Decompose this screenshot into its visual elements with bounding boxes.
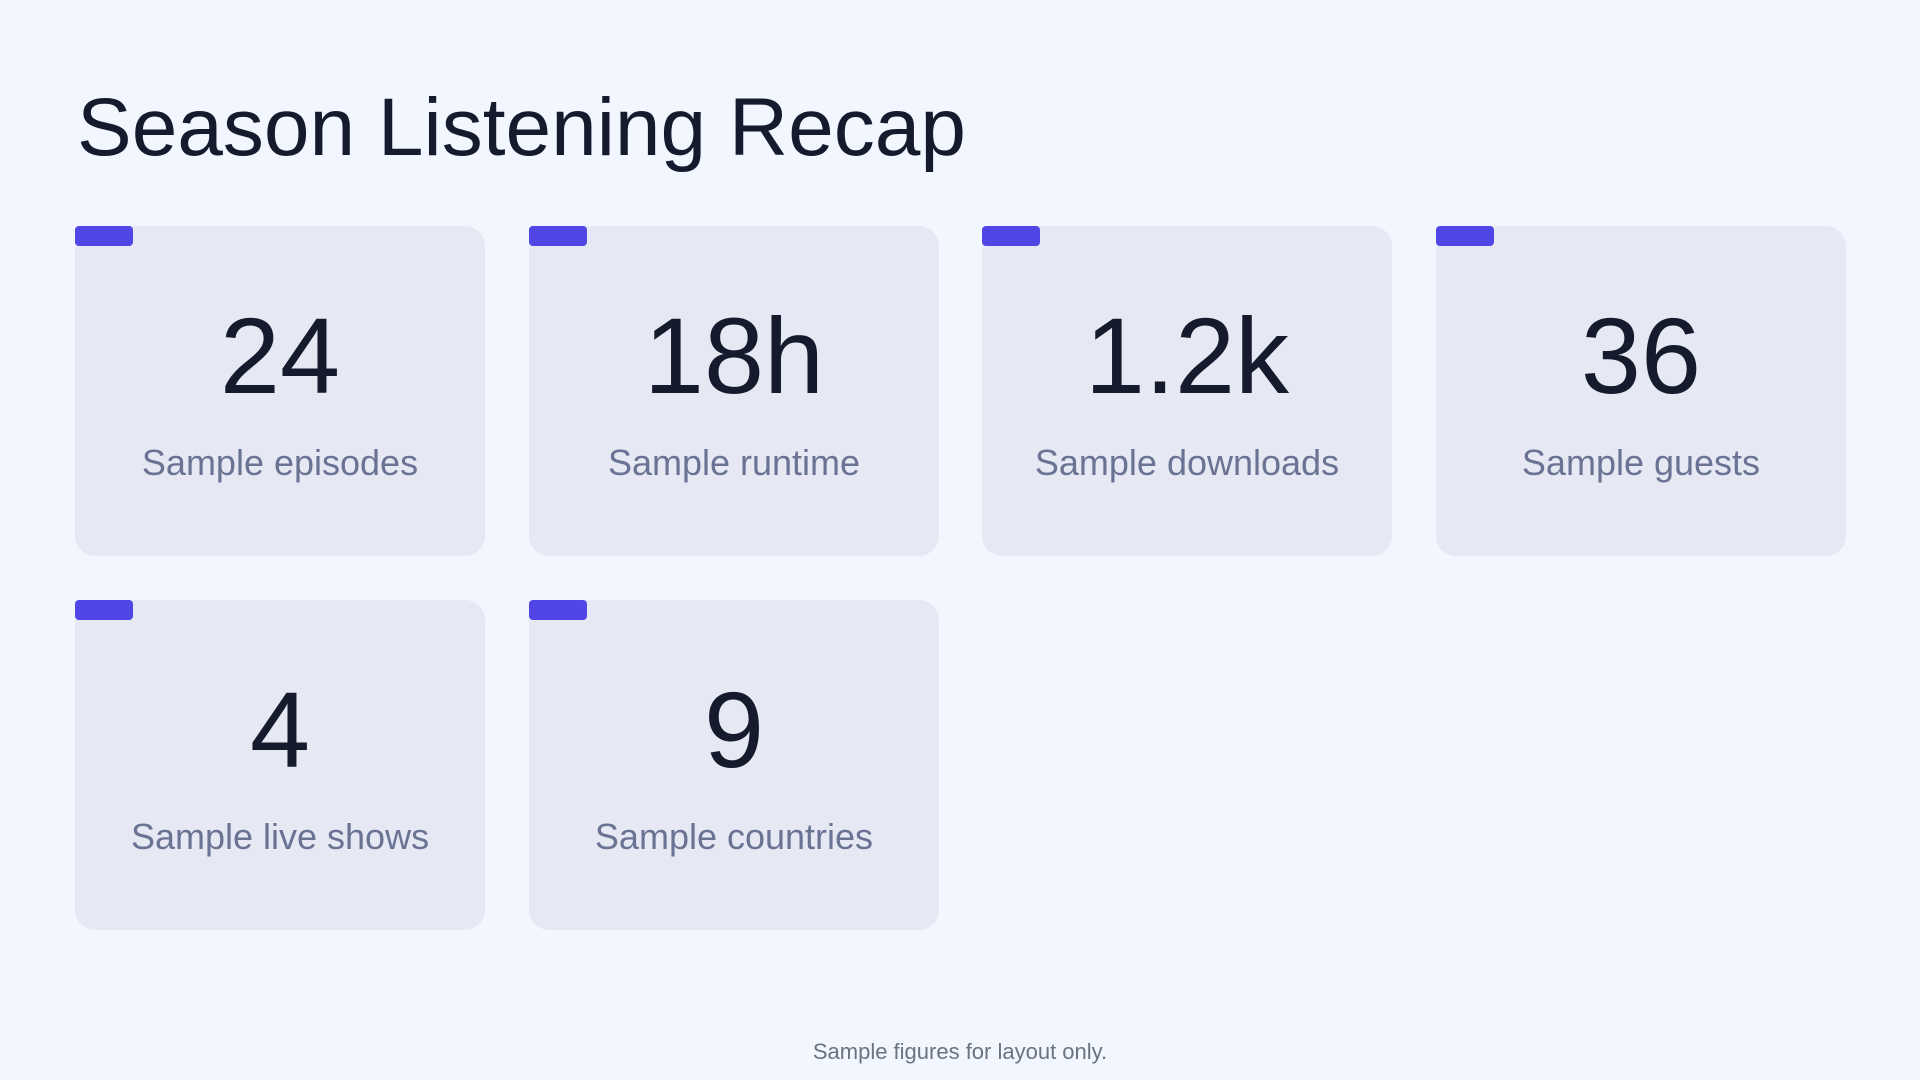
card-accent-bar [982, 226, 1040, 246]
card-accent-bar [529, 600, 587, 620]
stat-value: 36 [1580, 295, 1702, 416]
stat-label: Sample runtime [607, 442, 861, 483]
stat-card-downloads: 1.2k Sample downloads [982, 226, 1392, 556]
stat-value: 18h [643, 295, 825, 416]
stat-value: 1.2k [1084, 295, 1290, 416]
stat-value: 4 [249, 669, 311, 790]
card-accent-bar [529, 226, 587, 246]
card-accent-bar [1436, 226, 1494, 246]
page-title: Season Listening Recap [77, 82, 966, 173]
stat-label: Sample downloads [1034, 442, 1340, 483]
card-accent-bar [75, 600, 133, 620]
stat-card-episodes: 24 Sample episodes [75, 226, 485, 556]
stat-value: 24 [219, 295, 341, 416]
stat-label: Sample countries [594, 816, 874, 857]
footnote: Sample figures for layout only. [812, 1039, 1108, 1064]
stat-card-countries: 9 Sample countries [529, 600, 939, 930]
stat-value: 9 [703, 669, 765, 790]
stat-card-runtime: 18h Sample runtime [529, 226, 939, 556]
stat-card-guests: 36 Sample guests [1436, 226, 1846, 556]
card-accent-bar [75, 226, 133, 246]
stat-card-live-shows: 4 Sample live shows [75, 600, 485, 930]
stat-label: Sample guests [1521, 442, 1761, 483]
stat-label: Sample episodes [141, 442, 419, 483]
stat-label: Sample live shows [130, 816, 430, 857]
